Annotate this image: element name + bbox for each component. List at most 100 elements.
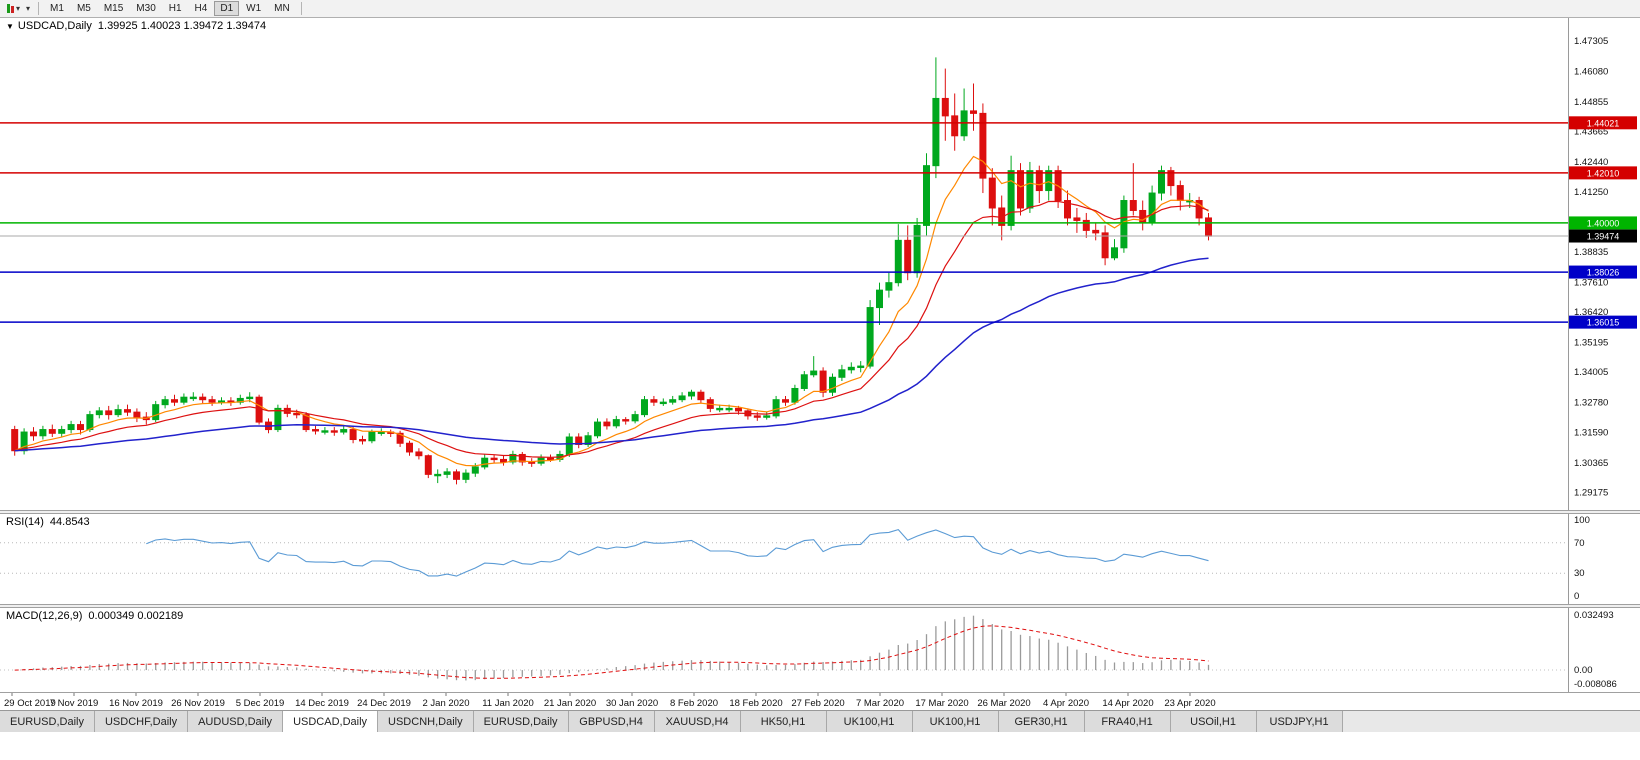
panel-splitter[interactable] <box>0 604 1640 608</box>
symbol-period-label: USDCAD,Daily <box>17 20 92 32</box>
timeframe-m15-button[interactable]: M15 <box>98 1 129 16</box>
price-chart-canvas[interactable]: 1.47305 1.46080 1.44855 1.43665 1.42440 1.412… <box>0 18 1640 510</box>
svg-text:7 Nov 2019: 7 Nov 2019 <box>50 698 99 709</box>
price-chart-panel: ▼ USDCAD,Daily 1.39925 1.40023 1.39472 1.3… <box>0 18 1640 510</box>
rsi-canvas[interactable]: 100 70 30 0 <box>0 514 1640 604</box>
moving-average-line-55[interactable] <box>14 257 1209 452</box>
rsi-panel: RSI(14) 44.8543 100 70 30 0 <box>0 514 1640 604</box>
svg-text:23 Apr 2020: 23 Apr 2020 <box>1164 698 1215 709</box>
timeframe-toolbar: ▾ ▾ M1 M5 M15 M30 H1 H4 D1 W1 MN <box>0 0 1640 18</box>
chart-tab-audusd-daily[interactable]: AUDUSD,Daily <box>188 711 284 732</box>
chart-tab-uk100-h1[interactable]: UK100,H1 <box>912 711 999 732</box>
svg-text:5 Dec 2019: 5 Dec 2019 <box>236 698 285 709</box>
svg-text:30: 30 <box>1574 568 1585 579</box>
svg-text:0.00: 0.00 <box>1574 665 1593 676</box>
svg-text:21 Jan 2020: 21 Jan 2020 <box>544 698 596 709</box>
window-bottom <box>0 732 1640 760</box>
current-price-marker: 1.39474 <box>0 229 1637 243</box>
chart-tab-gbpusd-h4[interactable]: GBPUSD,H4 <box>568 711 655 732</box>
macd-histogram <box>23 615 1210 681</box>
chart-tab-xauusd-h4[interactable]: XAUUSD,H4 <box>654 711 741 732</box>
price-badge <box>1569 315 1637 329</box>
date-axis[interactable]: 29 Oct 2019 7 Nov 2019 16 Nov 2019 26 Nov 2… <box>0 692 1640 710</box>
chart-tab-ger30-h1[interactable]: GER30,H1 <box>998 711 1085 732</box>
horizontal-line-1.36015[interactable]: 1.36015 <box>0 315 1637 329</box>
svg-text:1.32780: 1.32780 <box>1574 398 1608 409</box>
svg-text:1.44855: 1.44855 <box>1574 97 1608 108</box>
svg-text:1.42440: 1.42440 <box>1574 157 1608 168</box>
svg-text:1.44021: 1.44021 <box>1587 118 1620 128</box>
candlestick-series <box>11 57 1212 485</box>
svg-text:70: 70 <box>1574 538 1585 549</box>
collapse-icon[interactable]: ▼ <box>6 22 14 31</box>
chart-tab-usdjpy-h1[interactable]: USDJPY,H1 <box>1256 711 1343 732</box>
horizontal-line-1.38026[interactable]: 1.38026 <box>0 265 1637 279</box>
chart-type-button[interactable]: ▾ <box>4 1 23 17</box>
panel-splitter[interactable] <box>0 510 1640 514</box>
svg-text:0.032493: 0.032493 <box>1574 610 1614 621</box>
rsi-axis-labels: 100 70 30 0 <box>1574 515 1590 602</box>
timeframe-h4-button[interactable]: H4 <box>189 1 214 16</box>
svg-text:1.38026: 1.38026 <box>1587 268 1620 278</box>
svg-text:1.40000: 1.40000 <box>1587 218 1620 228</box>
svg-text:1.41250: 1.41250 <box>1574 187 1608 198</box>
svg-text:1.35195: 1.35195 <box>1574 338 1608 349</box>
timeframe-w1-button[interactable]: W1 <box>240 1 267 16</box>
timeframe-h1-button[interactable]: H1 <box>163 1 188 16</box>
svg-text:1.36015: 1.36015 <box>1587 318 1620 328</box>
chart-tab-bar: EURUSD,Daily USDCHF,Daily AUDUSD,Daily USDC… <box>0 710 1640 732</box>
rsi-title: RSI(14) 44.8543 <box>6 516 90 528</box>
chart-title: ▼ USDCAD,Daily 1.39925 1.40023 1.39472 1.3… <box>6 20 266 32</box>
svg-text:1.43665: 1.43665 <box>1574 127 1608 138</box>
chart-tab-usdcad-daily[interactable]: USDCAD,Daily <box>283 711 379 732</box>
svg-text:26 Nov 2019: 26 Nov 2019 <box>171 698 225 709</box>
timeframe-m30-button[interactable]: M30 <box>130 1 161 16</box>
chart-tab-uk100-h1[interactable]: UK100,H1 <box>826 711 913 732</box>
svg-text:1.46080: 1.46080 <box>1574 67 1608 78</box>
timeframe-d1-button[interactable]: D1 <box>214 1 240 16</box>
macd-panel: MACD(12,26,9) 0.000349 0.002189 0.032493 0… <box>0 608 1640 692</box>
svg-text:1.37610: 1.37610 <box>1574 277 1608 288</box>
ohlc-quote: 1.39925 1.40023 1.39472 1.39474 <box>97 20 267 32</box>
svg-text:0: 0 <box>1574 591 1579 602</box>
timeframe-m1-button[interactable]: M1 <box>44 1 70 16</box>
chart-tab-usdchf-daily[interactable]: USDCHF,Daily <box>94 711 189 732</box>
svg-text:18 Feb 2020: 18 Feb 2020 <box>729 698 782 709</box>
macd-canvas[interactable]: 0.032493 0.00 -0.008086 <box>0 608 1640 692</box>
price-axis-labels: 1.47305 1.46080 1.44855 1.43665 1.42440 1.412… <box>1574 36 1608 498</box>
svg-text:1.36420: 1.36420 <box>1574 307 1608 318</box>
svg-text:1.39474: 1.39474 <box>1587 232 1620 242</box>
rsi-value: 44.8543 <box>49 516 90 528</box>
toolbar-separator <box>38 2 40 15</box>
rsi-line <box>146 528 1209 577</box>
svg-text:100: 100 <box>1574 515 1590 526</box>
horizontal-line-1.44021[interactable]: 1.44021 <box>0 116 1637 130</box>
svg-text:30 Jan 2020: 30 Jan 2020 <box>606 698 658 709</box>
svg-text:14 Apr 2020: 14 Apr 2020 <box>1102 698 1153 709</box>
price-badge <box>1569 216 1637 230</box>
chart-tab-usoil-h1[interactable]: USOil,H1 <box>1170 711 1257 732</box>
chart-tab-fra40-h1[interactable]: FRA40,H1 <box>1084 711 1171 732</box>
svg-text:4 Apr 2020: 4 Apr 2020 <box>1043 698 1089 709</box>
macd-values: 0.000349 0.002189 <box>88 610 184 622</box>
chart-tab-usdcnh-daily[interactable]: USDCNH,Daily <box>378 711 474 732</box>
macd-axis-labels: 0.032493 0.00 -0.008086 <box>1574 610 1617 690</box>
chart-tab-eurusd-daily[interactable]: EURUSD,Daily <box>0 711 95 732</box>
moving-average-line-8[interactable] <box>14 155 1209 467</box>
svg-text:-0.008086: -0.008086 <box>1574 679 1617 690</box>
svg-text:1.29175: 1.29175 <box>1574 487 1608 498</box>
chart-tab-eurusd-daily[interactable]: EURUSD,Daily <box>473 711 569 732</box>
svg-text:27 Feb 2020: 27 Feb 2020 <box>791 698 844 709</box>
svg-text:7 Mar 2020: 7 Mar 2020 <box>856 698 904 709</box>
horizontal-line-1.42010[interactable]: 1.42010 <box>0 166 1637 180</box>
chart-tab-hk50-h1[interactable]: HK50,H1 <box>740 711 827 732</box>
timeframe-m5-button[interactable]: M5 <box>71 1 97 16</box>
horizontal-line-1.40000[interactable]: 1.40000 <box>0 216 1637 230</box>
svg-text:11 Jan 2020: 11 Jan 2020 <box>482 698 534 709</box>
candlestick-chart-icon <box>7 0 15 18</box>
indicators-button[interactable]: ▾ <box>23 1 33 17</box>
svg-text:2 Jan 2020: 2 Jan 2020 <box>422 698 469 709</box>
moving-average-line-17[interactable] <box>14 200 1209 458</box>
svg-text:1.38835: 1.38835 <box>1574 247 1608 258</box>
timeframe-mn-button[interactable]: MN <box>268 1 296 16</box>
